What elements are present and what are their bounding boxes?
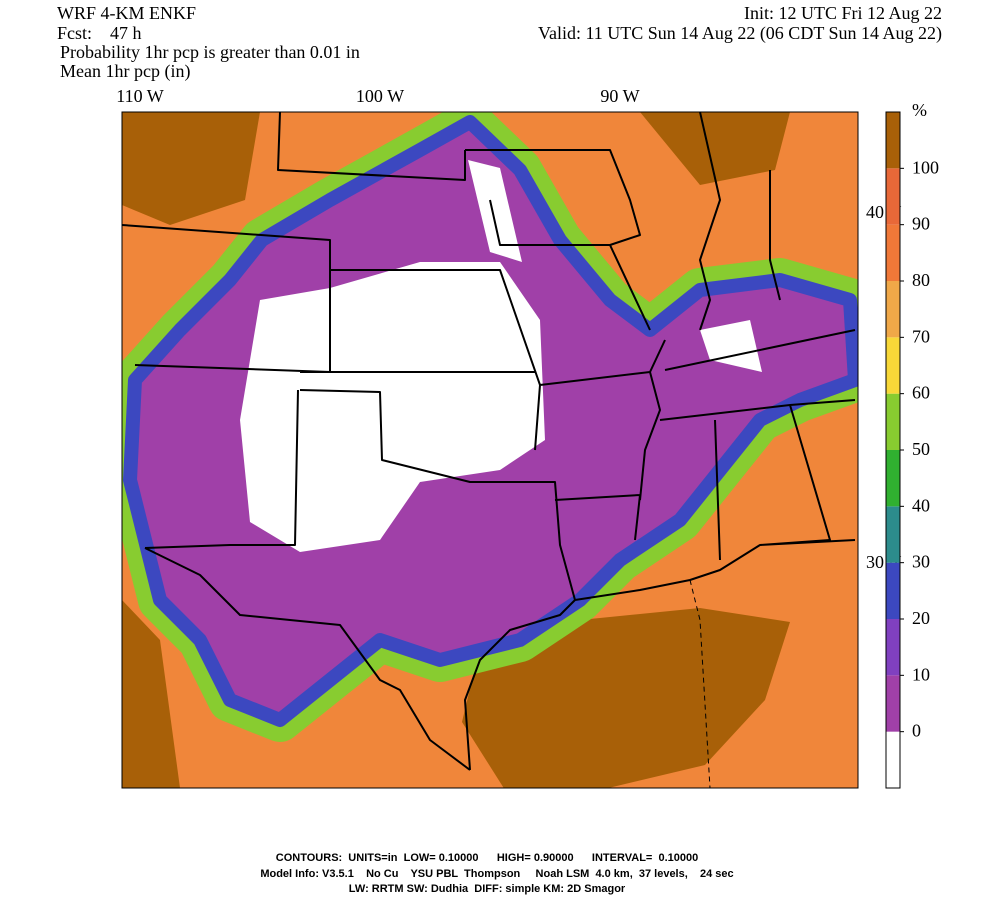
colorbar-segment (886, 562, 900, 619)
map-frame (121, 111, 859, 789)
lon-label: 100 W (356, 86, 404, 106)
lon-label: 110 W (116, 86, 164, 106)
colorbar-tick-label: 50 (912, 439, 930, 459)
colorbar-unit: % (912, 100, 927, 120)
field-description: Probability 1hr pcp is greater than 0.01… (60, 42, 360, 62)
colorbar-segment (886, 281, 900, 338)
high-probability-area (122, 112, 790, 788)
init-time: Init: 12 UTC Fri 12 Aug 22 (744, 3, 942, 23)
colorbar-segment (886, 731, 900, 788)
footer-line: Model Info: V3.5.1 No Cu YSU PBL Thompso… (260, 868, 733, 880)
lon-labels: 110 W 100 W 90 W (116, 86, 639, 106)
boundary-line (689, 579, 711, 788)
colorbar-segment (886, 337, 900, 394)
colorbar-tick-label: 100 (912, 157, 939, 177)
colorbar-segment (886, 224, 900, 281)
field-description: Mean 1hr pcp (in) (60, 61, 190, 82)
colorbar-tick-label: 80 (912, 270, 930, 290)
colorbar-tick-label: 20 (912, 608, 930, 628)
colorbar-segment (886, 506, 900, 563)
colorbar-tick-label: 60 (912, 383, 930, 403)
colorbar-tick-label: 90 (912, 214, 930, 234)
low-probability-area (240, 160, 762, 552)
colorbar-segment (886, 393, 900, 450)
state-boundaries (122, 112, 856, 771)
colorbar-segment (886, 112, 900, 169)
colorbar: % 0 10 20 30 40 50 60 70 80 90 100 (885, 100, 939, 789)
colorbar-tick-label: 70 (912, 326, 930, 346)
lon-label: 90 W (600, 86, 639, 106)
colorbar-tick-label: 0 (912, 721, 921, 741)
forecast-hour: Fcst: 47 h (57, 23, 142, 43)
colorbar-segment (886, 168, 900, 225)
footer-line: CONTOURS: UNITS=in LOW= 0.10000 HIGH= 0.… (276, 852, 698, 864)
valid-time: Valid: 11 UTC Sun 14 Aug 22 (06 CDT Sun … (538, 23, 942, 44)
colorbar-tick-label: 10 (912, 664, 930, 684)
colorbar-tick-label: 40 (912, 495, 930, 515)
colorbar-segment (886, 675, 900, 732)
colorbar-tick-label: 30 (912, 552, 930, 572)
colorbar-segment (886, 619, 900, 676)
footer-line: LW: RRTM SW: Dudhia DIFF: simple KM: 2D … (349, 883, 626, 895)
model-name: WRF 4-KM ENKF (57, 3, 196, 23)
colorbar-segment (886, 450, 900, 507)
map: 40 N 30 N (121, 111, 902, 789)
